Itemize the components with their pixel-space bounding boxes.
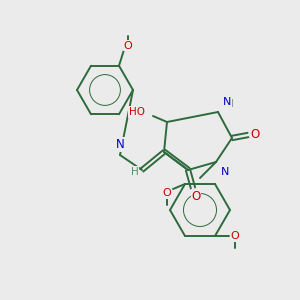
Text: N: N <box>221 167 230 177</box>
Text: H: H <box>131 167 139 177</box>
Text: O: O <box>250 128 260 142</box>
Text: H: H <box>226 99 234 109</box>
Text: HO: HO <box>129 107 145 117</box>
Text: N: N <box>223 97 231 107</box>
Text: N: N <box>116 138 124 151</box>
Text: O: O <box>163 188 171 198</box>
Text: O: O <box>191 190 201 202</box>
Text: O: O <box>231 231 239 241</box>
Text: O: O <box>124 41 132 51</box>
